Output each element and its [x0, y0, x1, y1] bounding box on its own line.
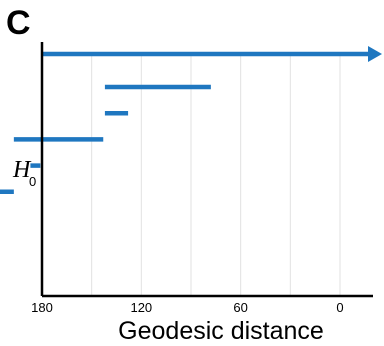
x-tick-label-0: 180 — [31, 300, 53, 315]
x-axis-label: Geodesic distance — [118, 317, 324, 345]
x-tick-label-2: 60 — [233, 300, 247, 315]
bars — [0, 84, 211, 195]
panel-label: C — [6, 4, 31, 42]
y-axis-label: H — [12, 157, 32, 183]
direction-arrow — [42, 46, 382, 62]
x-tick-label-3: 0 — [336, 300, 343, 315]
arrow-head — [368, 46, 382, 62]
x-tick-labels: 180 120 60 0 — [31, 300, 343, 315]
y-axis-label-subscript: 0 — [29, 174, 36, 189]
gridlines — [41, 56, 341, 296]
x-tick-label-1: 120 — [130, 300, 152, 315]
